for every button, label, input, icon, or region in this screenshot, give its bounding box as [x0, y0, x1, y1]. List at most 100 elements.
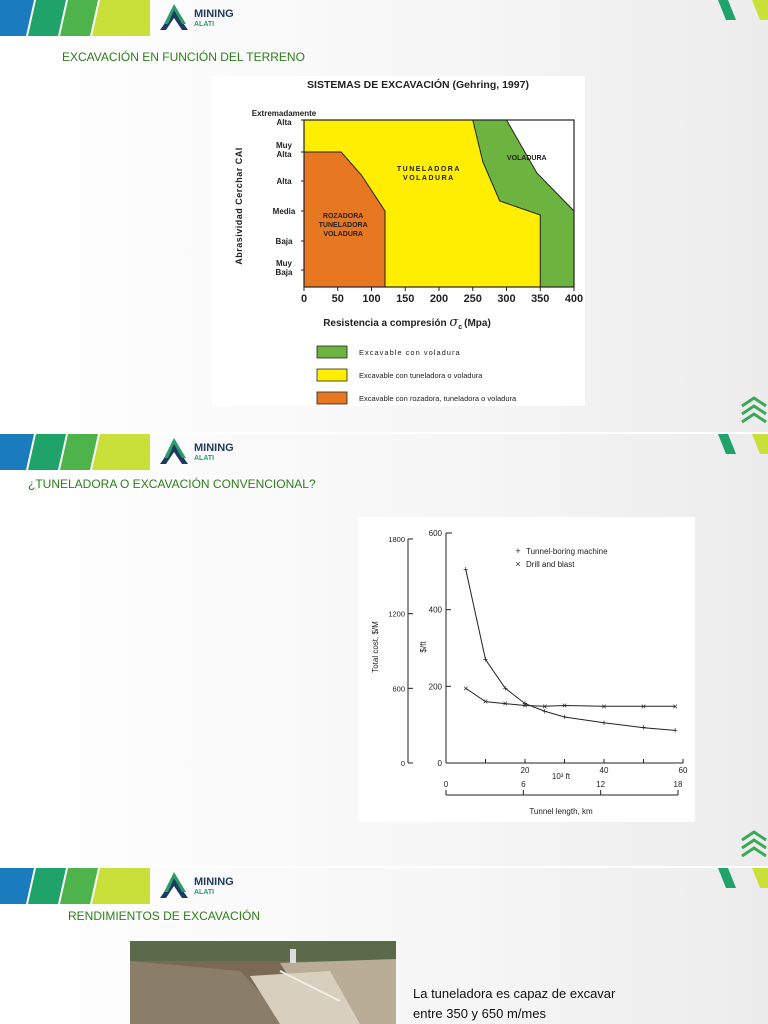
legend: + Tunnel-boring machine × Drill and blast	[515, 546, 608, 569]
header-stripes	[0, 434, 150, 470]
data-point: +	[503, 683, 508, 693]
legend-label: Excavable con rozadora, tuneladora o vol…	[359, 394, 517, 403]
brand-name: MINING	[194, 876, 234, 888]
zone-label: VOLADURA	[507, 155, 547, 162]
slide-1: MINING ALATI EXCAVACIÓN EN FUNCIÓN DEL T…	[0, 0, 768, 432]
x-tick-label: 300	[497, 293, 515, 305]
brand-logo: MINING ALATI	[158, 2, 248, 34]
x-km-tick-label: 12	[596, 780, 605, 789]
legend-label: Excavable con voladura	[359, 348, 461, 357]
data-point: ×	[641, 701, 646, 711]
x-ft-tick-label: 60	[679, 766, 688, 775]
legend-swatch	[316, 345, 348, 359]
data-point: ×	[542, 701, 547, 711]
x-tick-label: 150	[396, 293, 414, 305]
data-point: ×	[522, 701, 527, 711]
x-tick-label: 400	[565, 293, 583, 305]
y-axis-labels: ExtremadamenteAltaMuyAltaAltaMediaBajaMu…	[252, 109, 317, 277]
x-axis-labels: 0 50 100 150 200 250 300 350 400	[301, 287, 583, 305]
corner-accent	[718, 868, 768, 888]
data-point: ×	[562, 701, 567, 711]
x-tick-label: 200	[430, 293, 448, 305]
x-ft-tick-label: 40	[600, 766, 609, 775]
corner-accent	[718, 434, 768, 454]
slide-3-text: La tuneladora es capaz de excavar entre …	[413, 984, 615, 1024]
data-point: ×	[672, 701, 677, 711]
mountain-icon	[160, 872, 188, 898]
series-line	[465, 687, 676, 707]
data-point: ×	[503, 699, 508, 709]
chevron-icon	[741, 396, 767, 424]
y-left-tick-label: 0	[401, 759, 405, 768]
data-point: +	[483, 655, 488, 665]
data-point: ×	[601, 701, 606, 711]
legend-swatch	[316, 368, 348, 382]
brand-name: MINING	[194, 442, 234, 454]
x-tick-label: 250	[464, 293, 482, 305]
y-tick-label: Muy	[276, 141, 293, 150]
brand-name: MINING	[194, 8, 234, 20]
data-point: +	[672, 725, 677, 735]
y-tick-label: Muy	[276, 259, 293, 268]
header-stripes	[0, 0, 150, 36]
brand-logo: MINING ALATI	[158, 870, 248, 902]
chart-title: SISTEMAS DE EXCAVACIÓN (Gehring, 1997)	[307, 78, 529, 91]
y-left-tick-label: 1800	[388, 535, 405, 544]
zone-label: ROZADORA	[323, 213, 363, 220]
legend-swatch	[316, 391, 348, 405]
zone-label: TUNELADORA	[319, 222, 368, 229]
y-right-tick-label: 600	[429, 529, 443, 538]
zone-label: TUNELADORA	[397, 166, 461, 173]
data-point: +	[463, 564, 468, 574]
x-tick-label: 100	[362, 293, 380, 305]
mountain-icon	[160, 438, 188, 464]
brand-sub: ALATI	[194, 889, 215, 896]
y-tick-label: Baja	[276, 268, 293, 277]
legend-marker: +	[515, 546, 520, 556]
excavation-systems-chart: SISTEMAS DE EXCAVACIÓN (Gehring, 1997) R…	[212, 76, 585, 406]
header-stripes	[0, 868, 150, 904]
legend-label: Drill and blast	[526, 560, 575, 569]
y-left-tick-label: 1200	[388, 610, 405, 619]
series-line	[465, 569, 676, 731]
x-ft-axis-title: 10³ ft	[552, 772, 571, 781]
legend-label: Excavable con tuneladora o voladura	[359, 371, 483, 380]
corner-accent	[718, 0, 768, 20]
tunnel-site-photo	[130, 941, 396, 1024]
x-km-tick-label: 18	[674, 780, 683, 789]
legend-marker: ×	[515, 559, 520, 569]
x-tick-label: 50	[332, 293, 344, 305]
brand-sub: ALATI	[194, 21, 215, 28]
x-km-axis-title: Tunnel length, km	[529, 807, 593, 816]
slide-title: RENDIMIENTOS DE EXCAVACIÓN	[68, 909, 261, 923]
y-tick-label: Alta	[276, 118, 292, 127]
series: +++++++ + +×× × × × × × × ×	[463, 564, 678, 735]
mountain-icon	[160, 4, 188, 30]
data-point: +	[562, 712, 567, 722]
y-left-axis-title: Total cost, $/M	[371, 621, 380, 673]
y-tick-label: Baja	[276, 237, 293, 246]
data-point: +	[641, 723, 646, 733]
x-ft-tick-label: 20	[521, 766, 530, 775]
y-right-tick-label: 200	[429, 682, 443, 691]
x-tick-label: 350	[531, 293, 549, 305]
x-axis-title: Resistencia a compresión σc (Mpa)	[323, 315, 491, 331]
slide-title: EXCAVACIÓN EN FUNCIÓN DEL TERRENO	[62, 50, 305, 64]
y-right-tick-label: 0	[438, 759, 443, 768]
y-right-axis-title: $/ft	[419, 641, 428, 653]
text-line-2: entre 350 y 650 m/mes	[413, 1006, 546, 1021]
chevron-icon	[741, 830, 767, 858]
brand-logo: MINING ALATI	[158, 436, 248, 468]
x-tick-label: 0	[301, 293, 307, 305]
y-tick-label: Alta	[276, 150, 292, 159]
data-point: +	[522, 699, 527, 709]
data-point: +	[601, 718, 606, 728]
zone-label: VOLADURA	[323, 231, 363, 238]
y-tick-label: Extremadamente	[252, 109, 317, 118]
data-point: ×	[463, 683, 468, 693]
x-km-tick-label: 0	[444, 780, 449, 789]
y-right-tick-label: 400	[429, 606, 443, 615]
legend: Excavable con voladura Excavable con tune…	[316, 345, 517, 405]
